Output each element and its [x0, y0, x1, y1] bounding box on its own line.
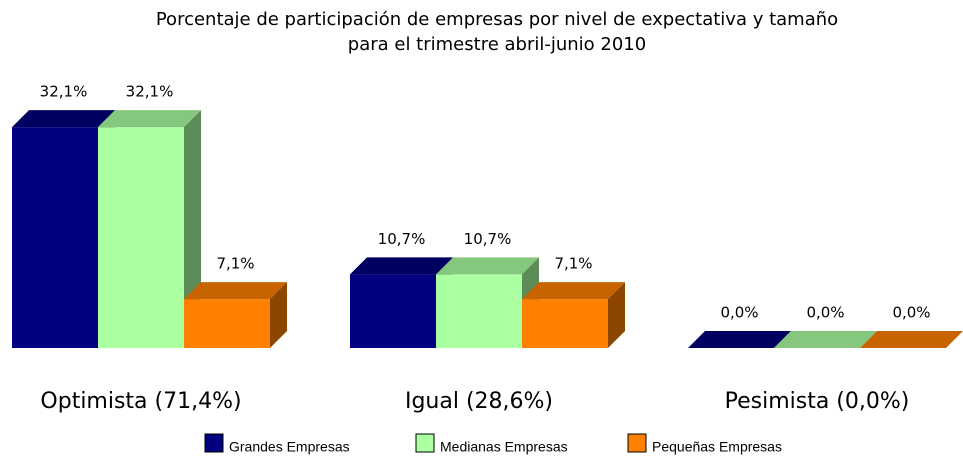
legend-label: Grandes Empresas	[229, 439, 350, 455]
x-tick-label: Pesimista (0,0%)	[725, 389, 910, 414]
x-tick-label: Optimista (71,4%)	[40, 389, 241, 414]
legend-swatch	[415, 433, 435, 453]
bar-top	[12, 110, 115, 128]
bar-top	[774, 331, 877, 348]
data-label: 32,1%	[40, 83, 88, 101]
legend-swatch	[204, 433, 224, 453]
bar-top	[860, 331, 963, 348]
data-label: 0,0%	[892, 304, 930, 322]
x-tick-label: Igual (28,6%)	[405, 389, 553, 414]
bar-side	[608, 282, 625, 348]
data-label: 7,1%	[216, 255, 254, 273]
bar-front	[184, 299, 270, 348]
bar-top	[688, 331, 791, 348]
bar	[688, 331, 791, 348]
bar-front	[522, 299, 608, 348]
bar	[774, 331, 877, 348]
data-label: 7,1%	[554, 255, 592, 273]
bar-front	[12, 127, 98, 348]
bar-front	[436, 274, 522, 348]
bar-side	[270, 282, 287, 348]
legend-label: Medianas Empresas	[440, 439, 568, 455]
bar-top	[184, 282, 287, 300]
data-label: 32,1%	[126, 83, 174, 101]
bar	[522, 282, 625, 348]
legend-label: Pequeñas Empresas	[652, 439, 782, 455]
bar-top	[98, 110, 201, 128]
data-label: 0,0%	[806, 304, 844, 322]
data-label: 10,7%	[378, 230, 426, 248]
bar-top	[350, 257, 453, 275]
chart-title: para el trimestre abril-junio 2010	[348, 34, 646, 55]
data-label: 0,0%	[720, 304, 758, 322]
data-label: 10,7%	[464, 230, 512, 248]
chart-title: Porcentaje de participación de empresas …	[156, 9, 838, 30]
bar	[860, 331, 963, 348]
bar-front	[350, 274, 436, 348]
bar-top	[436, 257, 539, 275]
bar-top	[522, 282, 625, 300]
bar	[184, 282, 287, 348]
legend-swatch	[627, 433, 647, 453]
bar-front	[98, 127, 184, 348]
